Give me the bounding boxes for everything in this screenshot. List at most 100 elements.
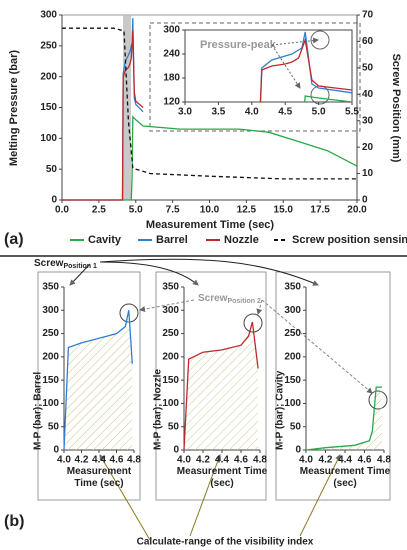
x-axis-title-text: Measurement Time (sec) xyxy=(299,466,391,489)
annotation-arrow xyxy=(189,454,222,537)
screw-annotation: ScrewPosition 1 xyxy=(34,258,97,270)
annotation-arrow xyxy=(99,261,199,286)
annotation-text: Screw xyxy=(198,293,228,304)
annotation-arrow xyxy=(99,258,319,286)
x-tick-label: 4.0 xyxy=(177,455,191,466)
annotation-arrow xyxy=(299,454,341,537)
y2-tick-label: 0 xyxy=(362,195,368,206)
x-tick-label: 4.2 xyxy=(319,455,333,466)
range-annotation: Calculate-range of the visibility index xyxy=(137,537,314,548)
y-tick-label: 300 xyxy=(42,305,59,316)
series-line xyxy=(62,115,358,201)
y-tick-label: 100 xyxy=(42,398,59,409)
highlight-band xyxy=(123,15,131,200)
inset-plot xyxy=(184,29,353,103)
y2-axis-title: Screw Position (mm) xyxy=(390,54,402,163)
area xyxy=(64,310,133,450)
y-tick-label: 100 xyxy=(162,398,179,409)
legend-label: Cavity xyxy=(88,234,122,246)
x-tick-label: 4.8 xyxy=(377,455,391,466)
panel-frame xyxy=(155,271,267,501)
x-tick-label: 3.0 xyxy=(178,107,192,118)
x-axis-title: Measurement Time (sec) xyxy=(66,466,132,489)
y2-tick-label: 40 xyxy=(362,89,374,100)
y-tick-label: 300 xyxy=(163,25,180,36)
legend-label: Screw position sensing xyxy=(292,234,407,246)
y-tick-label: 150 xyxy=(162,375,179,386)
y-tick-label: 200 xyxy=(42,351,59,362)
y-tick-label: 100 xyxy=(284,398,301,409)
legend-label: Nozzle xyxy=(224,234,259,246)
annotation-arrow xyxy=(271,44,301,89)
y-tick-label: 100 xyxy=(40,133,57,144)
y-tick-label: 350 xyxy=(42,282,59,293)
x-tick-label: 15.0 xyxy=(274,205,294,216)
x-tick-label: 20.0 xyxy=(347,205,367,216)
series-line xyxy=(305,386,383,451)
x-tick-label: 4.4 xyxy=(215,455,229,466)
x-axis-title: Measurement Time (sec) xyxy=(146,219,275,231)
x-tick-label: 4.6 xyxy=(110,455,124,466)
y-tick-label: 50 xyxy=(48,421,60,432)
y-tick-label: 50 xyxy=(290,421,302,432)
x-tick-label: 12.5 xyxy=(237,205,257,216)
panel-label: (b) xyxy=(4,513,24,530)
y2-tick-label: 30 xyxy=(362,115,374,126)
inset-line xyxy=(259,37,352,102)
panel-label: (a) xyxy=(4,231,24,248)
x-tick-label: 7.5 xyxy=(166,205,180,216)
y-axis-title: M-P (bar); Nozzle xyxy=(153,369,164,450)
x-axis-title-text: Measurement Time (sec) xyxy=(66,466,132,489)
y-tick-label: 250 xyxy=(40,40,57,51)
y-tick-label: 250 xyxy=(162,328,179,339)
x-tick-label: 4.0 xyxy=(299,455,313,466)
x-tick-label: 0.0 xyxy=(55,205,69,216)
x-tick-label: 4.2 xyxy=(196,455,210,466)
y-tick-label: 200 xyxy=(284,351,301,362)
y-tick-label: 150 xyxy=(40,102,57,113)
x-tick-label: 2.5 xyxy=(92,205,106,216)
x-tick-label: 4.6 xyxy=(234,455,248,466)
panel-frame xyxy=(37,271,141,501)
x-tick-label: 4.8 xyxy=(127,455,141,466)
y2-tick-label: 70 xyxy=(362,10,374,21)
x-tick-label: 17.5 xyxy=(310,205,330,216)
y-tick-label: 50 xyxy=(168,421,180,432)
x-tick-label: 4.0 xyxy=(57,455,71,466)
x-axis-title: Measurement Time (sec) xyxy=(299,466,391,489)
y-tick-label: 250 xyxy=(42,328,59,339)
series-line xyxy=(63,310,133,451)
annotation-arrow xyxy=(256,299,263,315)
peak-circle xyxy=(310,30,330,50)
y-tick-label: 150 xyxy=(284,375,301,386)
y-tick-label: 50 xyxy=(46,164,58,175)
y-tick-label: 300 xyxy=(284,305,301,316)
x-tick-label: 10.0 xyxy=(200,205,220,216)
series-line xyxy=(183,321,259,451)
y-tick-label: 0 xyxy=(295,445,301,456)
annotation-arrow xyxy=(69,263,91,286)
inset-series xyxy=(259,31,352,102)
y-tick-label: 240 xyxy=(163,49,180,60)
annotation-arrow xyxy=(99,454,151,541)
annotation-sub: Position 2 xyxy=(227,298,261,305)
y-tick-label: 300 xyxy=(162,305,179,316)
screw-annotation: ScrewPosition 2 xyxy=(198,293,261,305)
y-axis-title: Melting Pressure (bar) xyxy=(8,50,20,166)
area xyxy=(306,387,383,450)
y-tick-label: 0 xyxy=(173,445,179,456)
x-tick-label: 5.0 xyxy=(312,107,326,118)
x-tick-label: 4.0 xyxy=(245,107,259,118)
y-tick-label: 200 xyxy=(40,71,57,82)
x-tick-label: 4.5 xyxy=(278,107,292,118)
y-axis-title: M-P (bar); Cavity xyxy=(275,370,286,450)
y-tick-label: 300 xyxy=(40,10,57,21)
inset-annotation: Pressure-peak xyxy=(200,39,277,51)
y-tick-label: 350 xyxy=(284,282,301,293)
y-tick-label: 0 xyxy=(51,195,57,206)
y2-tick-label: 10 xyxy=(362,168,374,179)
area xyxy=(184,321,259,450)
y-tick-label: 120 xyxy=(163,97,180,108)
x-axis-title-text: Measurement Time (sec) xyxy=(176,466,268,489)
annotation-sub: Position 1 xyxy=(63,263,97,270)
